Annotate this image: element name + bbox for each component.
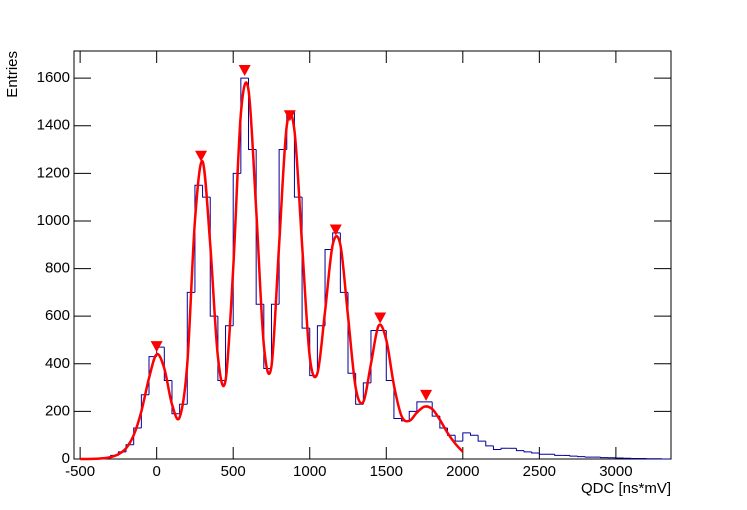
peak-marker [238, 64, 251, 76]
y-tick-label: 1600 [37, 69, 70, 86]
y-tick-label: 600 [45, 307, 70, 324]
histogram-bin [492, 445, 502, 450]
x-tick-label: 3000 [599, 463, 632, 480]
histogram-bin [416, 401, 425, 412]
histogram-bin [477, 435, 486, 442]
peak-marker [329, 224, 342, 236]
y-tick-label: 400 [45, 355, 70, 372]
x-axis-label: QDC [ns*mV] [581, 480, 671, 497]
y-tick-label: 1200 [37, 164, 70, 181]
histogram-bin [454, 435, 463, 442]
x-tick-label: 1500 [370, 463, 403, 480]
histogram-bin [462, 432, 471, 442]
x-tick-label: 2000 [446, 463, 479, 480]
frame [73, 50, 672, 460]
peak-marker [283, 110, 296, 122]
peak-marker [150, 341, 163, 353]
histogram-bin [408, 410, 417, 421]
peak-marker [420, 389, 433, 401]
histogram-bin [240, 77, 249, 174]
histogram-bin [500, 447, 509, 450]
histogram-bin [393, 380, 402, 420]
histogram-bin [217, 316, 226, 381]
y-tick-label: 0 [62, 450, 70, 467]
histogram-bin [385, 330, 394, 381]
histogram-bin [469, 432, 479, 436]
x-tick-label: 0 [152, 463, 160, 480]
histogram-bin [194, 184, 203, 293]
histogram-bin [554, 454, 563, 456]
x-tick-label: -500 [65, 463, 95, 480]
x-tick-label: 500 [221, 463, 246, 480]
fit-curve [80, 81, 464, 461]
histogram-bin [523, 450, 532, 453]
histogram-bin [538, 453, 548, 455]
x-tick-label: 2500 [523, 463, 556, 480]
histogram-bin [133, 427, 142, 445]
x-tick-label: 1000 [293, 463, 326, 480]
y-tick-label: 1000 [37, 212, 70, 229]
histogram-bin [163, 347, 172, 381]
histogram-bin [485, 441, 494, 447]
y-axis-label: Entries [4, 51, 21, 98]
histogram-bin [263, 304, 272, 370]
y-tick-label: 200 [45, 402, 70, 419]
histogram-bin [531, 451, 540, 454]
y-tick-label: 1400 [37, 117, 70, 134]
histogram-bin [171, 380, 180, 415]
peak-marker [374, 312, 387, 324]
y-tick-label: 800 [45, 260, 70, 277]
histogram-bin [569, 455, 578, 457]
histogram-bin [179, 403, 188, 414]
peak-marker [195, 150, 208, 162]
histogram-bin [515, 448, 525, 452]
